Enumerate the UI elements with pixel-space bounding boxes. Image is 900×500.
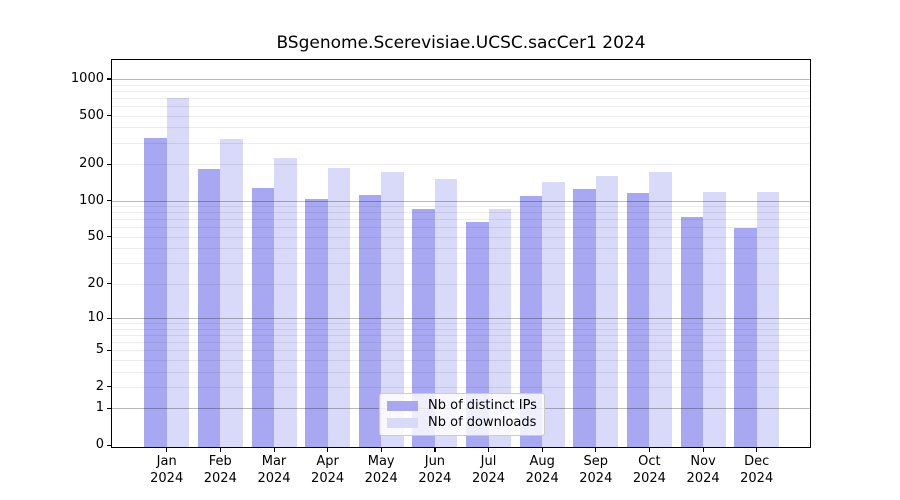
- y-tick-label-1000: 1000: [70, 70, 104, 86]
- bar-jun-distinct-ips: [412, 209, 435, 447]
- bar-nov-distinct-ips: [680, 217, 704, 447]
- y-tick-label-0: 0: [95, 437, 104, 452]
- y-tick-label-500: 500: [79, 107, 104, 123]
- x-tick-label-oct: Oct 2024: [632, 454, 666, 486]
- y-tick-label-2: 2: [95, 378, 104, 394]
- bar-mar-distinct-ips: [251, 188, 274, 447]
- y-tick-mark-1: [107, 407, 112, 409]
- y-tick-mark-5: [107, 349, 112, 351]
- y-tick-mark-1000: [107, 78, 112, 80]
- legend: Nb of distinct IPs Nb of downloads: [379, 393, 545, 436]
- x-tick-label-apr: Apr 2024: [311, 454, 345, 486]
- y-tick-mark-2: [107, 386, 112, 388]
- chart-title: BSgenome.Scerevisiae.UCSC.sacCer1 2024: [276, 33, 646, 53]
- plot-area: Nb of distinct IPs Nb of downloads: [112, 60, 810, 447]
- x-tick-mark-dec: [756, 447, 758, 452]
- bar-aug-downloads: [542, 181, 565, 447]
- x-tick-mark-may: [380, 447, 382, 452]
- legend-item-downloads: Nb of downloads: [387, 415, 537, 433]
- y-tick-label-50: 50: [87, 228, 104, 244]
- legend-swatch-distinct-ips: [387, 400, 418, 411]
- bars-layer: [112, 60, 810, 447]
- x-tick-label-aug: Aug 2024: [525, 454, 559, 486]
- x-tick-label-sep: Sep 2024: [579, 454, 613, 486]
- legend-label-downloads: Nb of downloads: [428, 415, 537, 431]
- x-tick-mark-mar: [273, 447, 275, 452]
- bar-jan-downloads: [166, 97, 190, 447]
- y-tick-label-10: 10: [87, 310, 104, 325]
- bar-dec-distinct-ips: [734, 228, 757, 447]
- x-tick-label-jul: Jul 2024: [471, 454, 506, 486]
- bar-may-distinct-ips: [358, 195, 382, 447]
- y-tick-label-100: 100: [79, 192, 104, 208]
- bar-jul-distinct-ips: [466, 222, 489, 447]
- bar-mar-downloads: [274, 157, 297, 447]
- x-tick-label-mar: Mar 2024: [257, 454, 291, 486]
- bar-jan-distinct-ips: [144, 137, 167, 447]
- y-tick-label-1: 1: [95, 400, 104, 416]
- x-tick-label-may: May 2024: [364, 454, 398, 486]
- bar-jun-downloads: [434, 179, 458, 447]
- bar-dec-downloads: [756, 192, 780, 447]
- bar-nov-downloads: [703, 191, 726, 447]
- bar-may-downloads: [381, 171, 404, 447]
- y-tick-label-200: 200: [79, 156, 104, 171]
- bar-feb-distinct-ips: [197, 169, 221, 447]
- y-tick-mark-0: [107, 444, 112, 446]
- bar-apr-downloads: [327, 167, 351, 447]
- bar-jul-downloads: [488, 209, 511, 447]
- y-tick-mark-200: [107, 163, 112, 165]
- bar-apr-distinct-ips: [305, 199, 328, 447]
- x-tick-mark-apr: [327, 447, 329, 452]
- x-tick-label-feb: Feb 2024: [203, 454, 237, 486]
- x-tick-label-jan: Jan 2024: [150, 454, 184, 486]
- bar-feb-downloads: [220, 139, 243, 447]
- bar-oct-distinct-ips: [626, 193, 650, 447]
- legend-label-distinct-ips: Nb of distinct IPs: [428, 397, 537, 413]
- x-tick-label-nov: Nov 2024: [686, 454, 720, 486]
- y-tick-mark-20: [107, 283, 112, 285]
- y-tick-mark-500: [107, 115, 112, 117]
- y-tick-label-5: 5: [95, 342, 104, 358]
- x-tick-mark-jul: [488, 447, 490, 452]
- legend-swatch-downloads: [387, 418, 418, 429]
- x-tick-label-dec: Dec 2024: [740, 454, 774, 486]
- x-tick-mark-sep: [595, 447, 597, 452]
- bar-sep-downloads: [595, 176, 619, 447]
- x-tick-mark-feb: [219, 447, 221, 452]
- x-tick-mark-aug: [541, 447, 543, 452]
- y-tick-label-20: 20: [87, 275, 104, 291]
- y-tick-mark-10: [107, 317, 112, 319]
- bar-sep-distinct-ips: [573, 188, 596, 447]
- x-tick-mark-nov: [702, 447, 704, 452]
- bar-oct-downloads: [649, 172, 672, 447]
- y-tick-mark-100: [107, 200, 112, 202]
- bar-aug-distinct-ips: [519, 196, 543, 447]
- y-tick-mark-50: [107, 236, 112, 238]
- legend-item-distinct-ips: Nb of distinct IPs: [387, 397, 537, 415]
- x-tick-mark-jun: [434, 447, 436, 452]
- x-tick-label-jun: Jun 2024: [418, 454, 452, 486]
- x-tick-mark-jan: [166, 447, 168, 452]
- x-tick-mark-oct: [648, 447, 651, 452]
